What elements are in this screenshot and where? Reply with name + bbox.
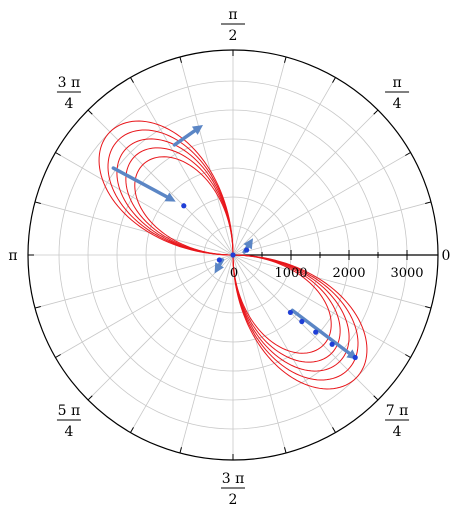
grid-layer — [28, 50, 438, 460]
outer-tick — [179, 56, 182, 63]
data-point-marker — [230, 252, 236, 258]
grid-spoke — [232, 254, 336, 433]
angle-label: 3 π4 — [56, 75, 81, 112]
angle-label-denominator: 2 — [229, 492, 238, 508]
grid-spoke — [232, 254, 379, 401]
data-point-marker — [352, 354, 358, 361]
rose-curve-lobe — [134, 156, 234, 256]
angle-label-numerator: 5 π — [58, 403, 81, 419]
angle-label: π2 — [221, 7, 245, 44]
vector-arrow-head — [243, 238, 253, 250]
grid-spoke — [232, 152, 411, 256]
vector-arrow-head — [214, 262, 224, 274]
rose-curve-lobe — [125, 147, 234, 256]
outer-tick — [425, 306, 432, 309]
arrow-layer — [111, 125, 358, 360]
grid-spoke — [232, 254, 432, 309]
data-point-marker — [244, 247, 250, 253]
outer-tick — [34, 306, 41, 309]
marker-layer — [181, 203, 358, 361]
angle-label: 7 π4 — [385, 403, 410, 440]
rose-curve-lobe — [116, 138, 234, 256]
angle-label: π — [8, 248, 17, 264]
grid-spoke — [232, 201, 432, 256]
grid-spoke — [232, 254, 411, 358]
radial-tick-label: 0 — [230, 266, 238, 281]
outer-tick — [405, 354, 411, 358]
outer-tick — [332, 77, 336, 83]
angle-label-denominator: 4 — [64, 96, 73, 112]
outer-tick — [87, 109, 93, 115]
angle-label-denominator: 4 — [393, 96, 402, 112]
radial-tick-label: 3000 — [390, 266, 423, 281]
grid-spoke — [34, 254, 234, 309]
angle-label-denominator: 4 — [393, 424, 402, 440]
vector-arrow-shaft — [172, 128, 197, 147]
angle-label-denominator: 2 — [229, 28, 238, 44]
angle-label-numerator: 3 π — [222, 471, 245, 487]
data-point-marker — [299, 318, 305, 325]
radial-tick-label: 1000 — [274, 266, 307, 281]
grid-spoke — [232, 254, 287, 454]
grid-spoke — [87, 254, 234, 401]
grid-spoke — [55, 152, 234, 256]
grid-spoke — [130, 77, 234, 256]
grid-spoke — [179, 56, 234, 256]
rose-curve-lobe — [98, 120, 234, 256]
radial-tick-label: 2000 — [332, 266, 365, 281]
outer-tick — [55, 354, 61, 358]
outer-tick — [373, 109, 379, 115]
vector-arrow-shaft — [217, 258, 225, 267]
data-point-marker — [287, 309, 294, 316]
outer-tick — [405, 152, 411, 156]
vector-arrow-shaft — [111, 166, 169, 199]
outer-tick — [425, 201, 432, 204]
grid-spoke — [232, 77, 336, 256]
outer-tick — [87, 395, 93, 401]
rose-curve-lobe — [232, 254, 350, 372]
curve-layer — [98, 120, 368, 390]
rose-curve-lobe — [232, 254, 368, 390]
rose-curve-lobe — [232, 254, 359, 381]
rose-curve-lobe — [232, 254, 332, 354]
grid-spoke — [87, 109, 234, 256]
vector-arrow-head — [164, 192, 176, 202]
outer-tick — [332, 427, 336, 433]
outer-tick — [284, 56, 287, 63]
angle-label-numerator: 7 π — [386, 403, 409, 419]
angle-label-denominator: 4 — [64, 424, 73, 440]
outer-tick — [34, 201, 41, 204]
grid-spoke — [55, 254, 234, 358]
outer-tick — [179, 447, 182, 454]
grid-spoke — [130, 254, 234, 433]
angle-label: 3 π2 — [221, 471, 245, 508]
data-point-marker — [329, 341, 335, 347]
outer-tick — [373, 395, 379, 401]
grid-spoke — [34, 201, 234, 256]
outer-tick — [284, 447, 287, 454]
outer-tick — [55, 152, 61, 156]
grid-spoke — [232, 109, 379, 256]
vector-arrow-shaft — [290, 308, 352, 356]
outer-tick — [130, 77, 134, 83]
outer-tick — [130, 427, 134, 433]
angle-label-numerator: π — [228, 7, 237, 23]
grid-spoke — [232, 56, 287, 256]
vector-arrow-head — [191, 125, 203, 135]
angle-label-numerator: π — [392, 75, 401, 91]
grid-spoke — [179, 254, 234, 454]
data-point-marker — [313, 329, 319, 335]
rose-curve-lobe — [107, 129, 234, 256]
angle-label: 0 — [442, 248, 451, 264]
rose-curve-lobe — [232, 254, 341, 363]
data-point-marker — [216, 257, 222, 263]
data-point-marker — [181, 203, 187, 209]
angle-label-numerator: 3 π — [58, 75, 81, 91]
angle-label: 5 π4 — [56, 403, 81, 440]
angle-label: π4 — [385, 75, 410, 112]
axis-layer — [27, 49, 439, 461]
